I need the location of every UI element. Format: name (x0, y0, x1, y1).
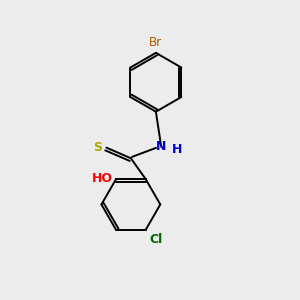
Text: S: S (93, 141, 102, 154)
Text: N: N (156, 140, 166, 153)
Text: Cl: Cl (149, 233, 162, 246)
Text: HO: HO (92, 172, 112, 185)
Text: Br: Br (149, 36, 163, 49)
Text: H: H (172, 143, 182, 157)
